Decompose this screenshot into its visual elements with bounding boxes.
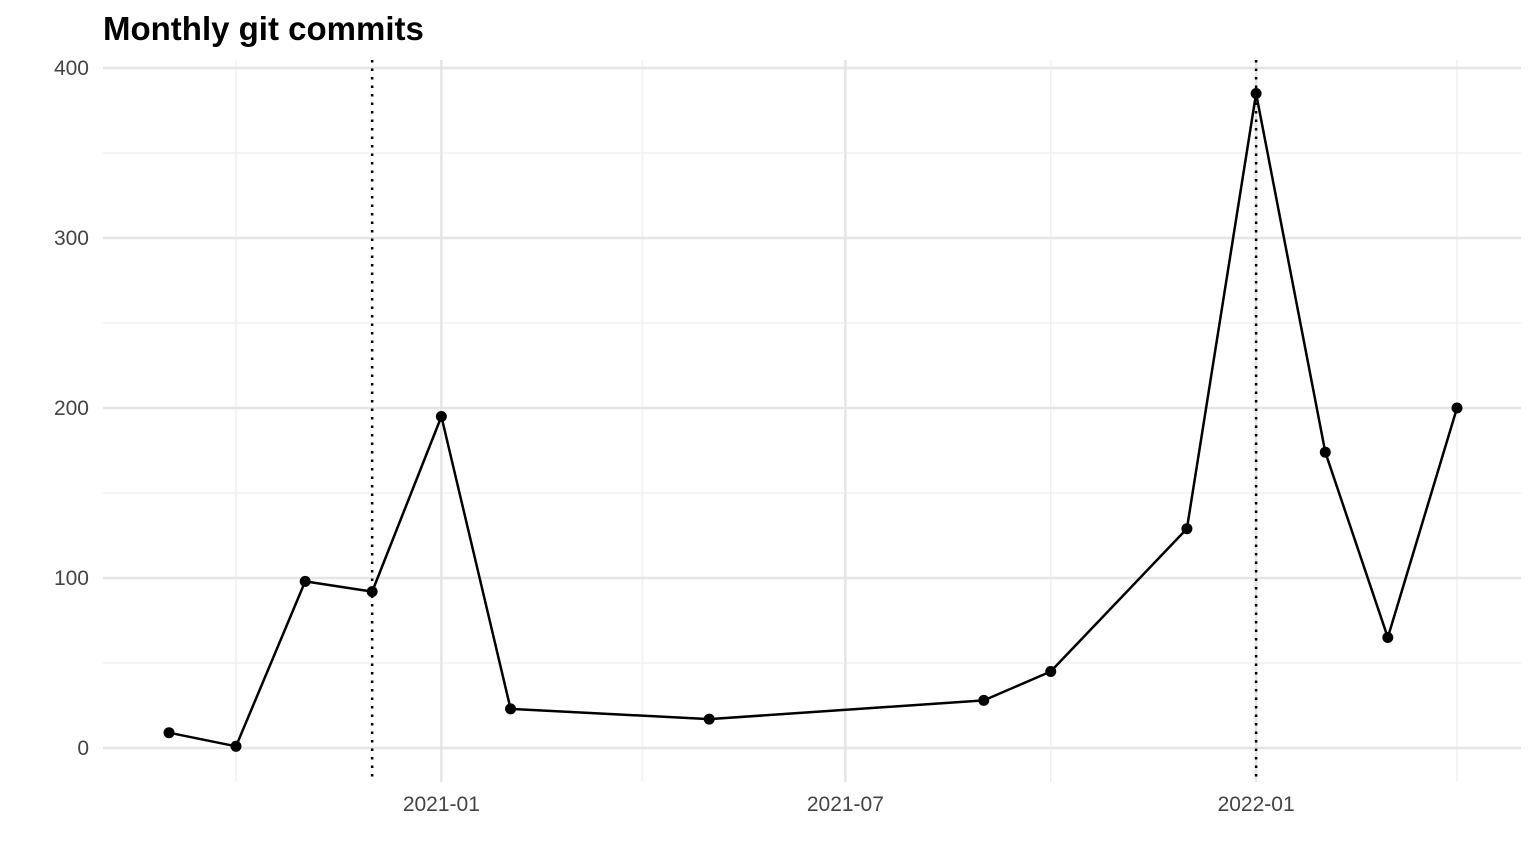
data-point <box>1382 632 1394 643</box>
data-point <box>366 586 378 598</box>
y-tick-label: 200 <box>54 397 89 420</box>
x-tick-label: 2021-07 <box>807 793 884 816</box>
data-point <box>1250 88 1262 99</box>
data-point <box>435 411 447 422</box>
y-tick-label: 0 <box>77 737 89 760</box>
data-point <box>299 575 311 587</box>
data-point <box>703 713 715 725</box>
minor-gridlines <box>103 60 1521 782</box>
chart-title: Monthly git commits <box>103 10 424 47</box>
series-line <box>168 92 1459 748</box>
x-tick-label: 2021-01 <box>403 793 480 816</box>
x-axis-labels: 2021-01 2021-07 2022-01 <box>403 793 1295 816</box>
data-point <box>978 694 990 706</box>
data-point <box>163 727 175 739</box>
series-group <box>163 88 1463 752</box>
data-point <box>1181 523 1193 535</box>
major-gridlines <box>103 60 1521 782</box>
y-tick-label: 400 <box>54 57 89 80</box>
data-point <box>230 740 242 752</box>
data-point <box>1319 446 1331 458</box>
data-point <box>1451 402 1463 414</box>
x-tick-label: 2022-01 <box>1218 793 1295 816</box>
y-tick-label: 100 <box>54 567 89 590</box>
data-point <box>505 703 517 715</box>
reference-lines <box>370 60 1258 782</box>
data-point <box>1045 666 1057 677</box>
y-axis-labels: 0 100 200 300 400 <box>54 57 89 760</box>
y-tick-label: 300 <box>54 227 89 250</box>
